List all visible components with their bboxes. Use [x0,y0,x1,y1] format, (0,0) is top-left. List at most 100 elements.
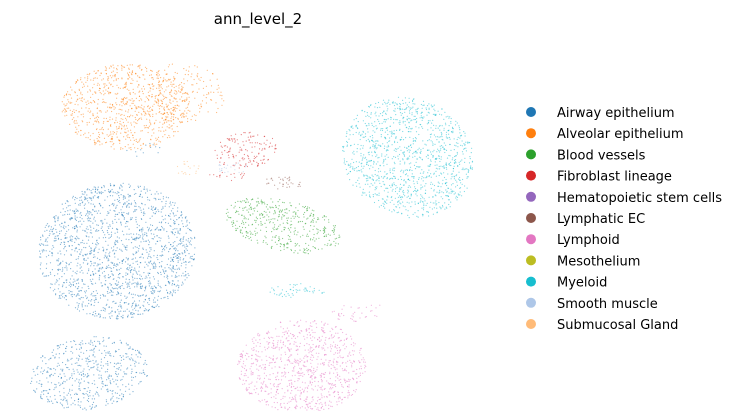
scatter-point [87,400,90,403]
scatter-point [239,378,241,380]
scatter-point [65,226,67,228]
scatter-point [132,238,134,240]
scatter-point [247,388,249,390]
scatter-point [119,362,121,364]
scatter-point [85,198,87,200]
scatter-point [174,105,176,107]
scatter-point [122,198,125,200]
scatter-point [280,249,282,252]
scatter-point [289,361,291,363]
scatter-point [85,107,87,109]
scatter-point [182,225,184,228]
scatter-point [166,274,168,276]
scatter-point [292,334,294,336]
scatter-point [92,355,94,357]
scatter-point [322,230,324,232]
scatter-point [249,203,252,205]
scatter-point [112,70,114,72]
scatter-point [254,358,257,360]
scatter-point [70,268,72,270]
scatter-point [286,242,289,244]
scatter-point [195,119,197,121]
scatter-point [201,100,204,102]
scatter-point [329,244,331,246]
scatter-point [248,383,250,385]
scatter-point [135,203,137,205]
scatter-point [96,189,99,191]
scatter-point [175,248,177,250]
scatter-point [121,260,124,262]
scatter-point [115,240,117,243]
scatter-point [84,196,86,198]
scatter-point [69,394,72,396]
scatter-point [112,75,114,77]
scatter-point [329,373,331,375]
scatter-point [308,344,310,346]
scatter-point [291,396,293,398]
scatter-point [258,369,260,371]
scatter-point [146,375,148,377]
scatter-point [78,358,80,360]
scatter-point [100,361,102,363]
scatter-point [267,208,269,210]
scatter-point [81,190,83,193]
scatter-point [247,201,249,203]
scatter-point [231,223,233,225]
scatter-point [69,209,71,211]
scatter-point [124,226,126,228]
scatter-point [330,383,332,385]
scatter-point [94,315,96,317]
scatter-point [69,109,71,111]
scatter-point [306,386,308,388]
scatter-point [246,387,248,389]
scatter-point [251,163,253,165]
scatter-point [362,372,364,374]
scatter-point [412,190,415,193]
scatter-point [287,183,289,185]
scatter-point [352,370,354,372]
scatter-point [295,408,297,410]
scatter-point [132,316,134,318]
scatter-point [286,364,289,366]
scatter-point [110,355,112,357]
scatter-point [109,316,111,318]
scatter-point [293,368,295,370]
scatter-point [49,233,51,235]
scatter-point [151,229,153,231]
scatter-point [88,268,90,270]
scatter-point [248,391,250,394]
scatter-point [247,136,249,138]
scatter-point [156,71,158,74]
scatter-point [162,207,164,209]
scatter-point [149,230,152,232]
scatter-point [170,120,172,122]
scatter-point [75,226,77,228]
scatter-point [106,303,108,305]
scatter-point [118,125,120,127]
scatter-point [143,272,145,274]
scatter-point [72,227,74,229]
scatter-point [316,400,319,402]
scatter-point [98,377,100,379]
scatter-point [63,407,65,409]
scatter-point [374,315,376,317]
scatter-point [107,299,109,301]
scatter-point [284,367,286,369]
scatter-point [127,72,129,74]
scatter-point [101,221,103,223]
scatter-point [219,94,221,96]
scatter-point [323,215,325,218]
scatter-point [66,107,68,109]
scatter-point [164,249,166,251]
scatter-point [92,222,94,224]
scatter-point [168,214,170,217]
scatter-point [113,264,115,266]
scatter-point [100,376,102,378]
scatter-point [267,404,269,406]
scatter-point [63,353,65,355]
scatter-point [137,66,139,68]
scatter-point [229,150,231,152]
scatter-point [341,398,343,400]
scatter-point [245,374,247,377]
scatter-point [69,388,71,390]
